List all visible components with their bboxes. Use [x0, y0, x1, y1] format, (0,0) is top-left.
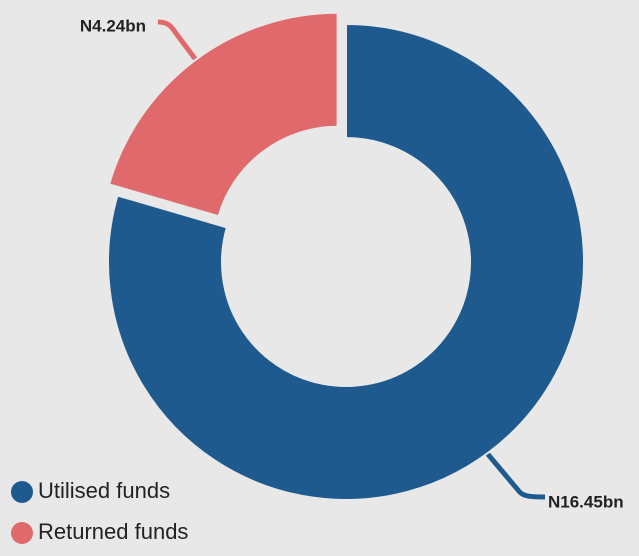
- legend-label: Utilised funds: [38, 478, 170, 503]
- leader-line: [157, 19, 207, 74]
- donut-slice: [107, 22, 585, 501]
- data-label: N4.24bn: [80, 16, 146, 35]
- leader-line: [484, 450, 546, 500]
- legend-label: Returned funds: [38, 519, 188, 544]
- data-label: N16.45bn: [548, 492, 624, 511]
- donut-slice: [107, 11, 339, 218]
- legend-swatch: [11, 522, 33, 544]
- legend-swatch: [11, 481, 33, 503]
